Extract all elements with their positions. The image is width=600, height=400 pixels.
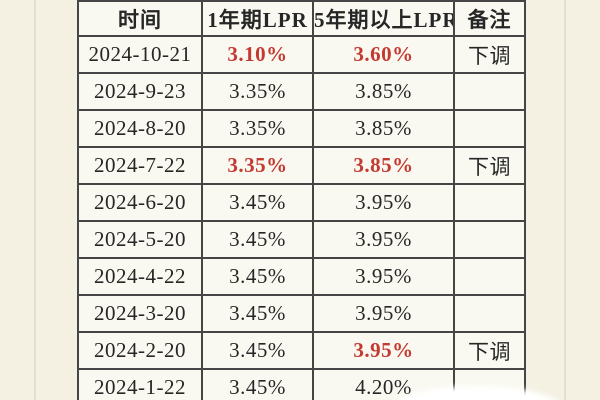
table-row: 2024-4-22 3.45% 3.95% [77,257,526,296]
column-header-time: 时间 [77,0,203,37]
cell-date: 2024-6-20 [77,183,203,222]
cell-lpr-5y: 3.95% [312,220,455,259]
column-header-note: 备注 [453,0,526,37]
cell-date: 2024-1-22 [77,368,203,400]
cell-lpr-1y: 3.35% [201,109,314,148]
table-row: 2024-5-20 3.45% 3.95% [77,220,526,259]
corner-white-overlay [390,386,565,400]
cell-date: 2024-3-20 [77,294,203,333]
cell-note [453,294,526,333]
cell-lpr-1y: 3.35% [201,146,314,185]
cell-lpr-1y: 3.35% [201,72,314,111]
table-row: 2024-2-20 3.45% 3.95% 下调 [77,331,526,370]
cell-note [453,72,526,111]
cell-lpr-5y: 3.95% [312,257,455,296]
cell-date: 2024-7-22 [77,146,203,185]
cell-note: 下调 [453,331,526,370]
cell-lpr-5y: 3.95% [312,294,455,333]
cell-lpr-5y: 3.60% [312,35,455,74]
table-row: 2024-9-23 3.35% 3.85% [77,72,526,111]
cell-date: 2024-10-21 [77,35,203,74]
table-header: 时间 1年期LPR 5年期以上LPR 备注 [77,0,526,37]
cell-lpr-1y: 3.10% [201,35,314,74]
table-row: 2024-10-21 3.10% 3.60% 下调 [77,35,526,74]
cell-date: 2024-9-23 [77,72,203,111]
cell-lpr-1y: 3.45% [201,183,314,222]
table-row: 2024-6-20 3.45% 3.95% [77,183,526,222]
table-row: 2024-7-22 3.35% 3.85% 下调 [77,146,526,185]
cell-lpr-1y: 3.45% [201,368,314,400]
cell-note: 下调 [453,146,526,185]
column-header-lpr-5y: 5年期以上LPR [312,0,455,37]
cell-lpr-5y: 3.85% [312,72,455,111]
right-crease-line [564,0,566,400]
cell-note [453,220,526,259]
table-row: 2024-8-20 3.35% 3.85% [77,109,526,148]
cell-lpr-1y: 3.45% [201,220,314,259]
header-row: 时间 1年期LPR 5年期以上LPR 备注 [77,0,526,37]
cell-lpr-1y: 3.45% [201,294,314,333]
cell-date: 2024-8-20 [77,109,203,148]
lpr-rate-table: 时间 1年期LPR 5年期以上LPR 备注 2024-10-21 3.10% 3.6… [77,0,526,400]
cell-date: 2024-4-22 [77,257,203,296]
cell-date: 2024-5-20 [77,220,203,259]
table-row: 2024-3-20 3.45% 3.95% [77,294,526,333]
cell-note [453,109,526,148]
column-header-lpr-1y: 1年期LPR [201,0,314,37]
cell-note: 下调 [453,35,526,74]
cell-lpr-5y: 3.85% [312,146,455,185]
left-crease-line [34,0,36,400]
cell-lpr-1y: 3.45% [201,331,314,370]
cell-note [453,257,526,296]
cell-lpr-5y: 3.95% [312,183,455,222]
cell-lpr-1y: 3.45% [201,257,314,296]
cell-date: 2024-2-20 [77,331,203,370]
lpr-table-body: 2024-10-21 3.10% 3.60% 下调 2024-9-23 3.35% 3.85… [77,35,526,400]
cell-note [453,183,526,222]
cell-lpr-5y: 3.95% [312,331,455,370]
cell-lpr-5y: 3.85% [312,109,455,148]
